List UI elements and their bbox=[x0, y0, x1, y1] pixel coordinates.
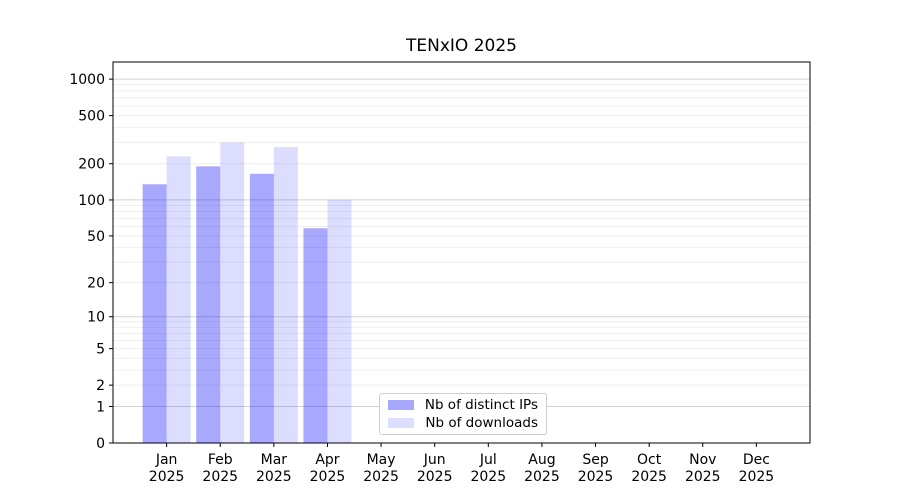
legend-item-distinct-ips: Nb of distinct IPs bbox=[388, 397, 538, 413]
x-axis-tick-label-month: Nov bbox=[689, 452, 716, 468]
bar-downloads-jan bbox=[166, 156, 191, 443]
y-axis-tick-label: 0 bbox=[96, 436, 105, 452]
x-axis-tick-label-month: May bbox=[367, 452, 396, 468]
bar-downloads-apr bbox=[327, 199, 352, 443]
x-axis-tick-label-year: 2025 bbox=[363, 469, 399, 485]
x-axis-tick-label-month: Apr bbox=[315, 452, 339, 468]
y-axis-tick-label: 2 bbox=[96, 378, 105, 394]
y-axis-tick-label: 5 bbox=[96, 342, 105, 358]
legend: Nb of distinct IPs Nb of downloads bbox=[379, 393, 547, 435]
bar-distinct-ips-apr bbox=[303, 228, 328, 443]
x-axis-tick-label-year: 2025 bbox=[470, 469, 506, 485]
x-axis-tick-label-year: 2025 bbox=[256, 469, 292, 485]
bar-distinct-ips-mar bbox=[249, 173, 274, 443]
chart-title: TENxIO 2025 bbox=[406, 36, 517, 56]
x-axis-tick-label-year: 2025 bbox=[685, 469, 721, 485]
x-axis-tick-label-year: 2025 bbox=[310, 469, 346, 485]
x-axis-tick-label-month: Dec bbox=[743, 452, 770, 468]
bar-distinct-ips-jan bbox=[142, 184, 167, 443]
bar-downloads-mar bbox=[273, 146, 298, 443]
legend-label-distinct-ips: Nb of distinct IPs bbox=[424, 397, 538, 414]
y-axis-tick-label: 200 bbox=[78, 157, 105, 173]
x-axis-tick-label-year: 2025 bbox=[417, 469, 453, 485]
y-axis-tick-label: 100 bbox=[78, 193, 105, 209]
x-axis-tick-label-month: Feb bbox=[208, 452, 233, 468]
x-axis-tick-label-month: Jun bbox=[423, 452, 446, 468]
x-axis-tick-label-month: Aug bbox=[528, 452, 555, 468]
x-axis-tick-label-year: 2025 bbox=[631, 469, 667, 485]
legend-swatch-distinct-ips-icon bbox=[388, 400, 414, 411]
y-axis-tick-label: 20 bbox=[87, 276, 105, 292]
x-axis-tick-label-month: Oct bbox=[637, 452, 662, 468]
x-axis-tick-label-year: 2025 bbox=[739, 469, 775, 485]
legend-label-downloads: Nb of downloads bbox=[425, 414, 538, 431]
x-axis-tick-label-month: Jan bbox=[155, 452, 178, 468]
y-axis-tick-label: 1000 bbox=[69, 72, 105, 88]
bar-distinct-ips-feb bbox=[196, 166, 221, 444]
bar-downloads-feb bbox=[220, 142, 245, 443]
x-axis-tick-label-year: 2025 bbox=[202, 469, 238, 485]
y-axis-tick-label: 50 bbox=[87, 229, 105, 245]
y-axis-tick-label: 1 bbox=[96, 399, 105, 415]
y-axis-tick-label: 10 bbox=[87, 310, 105, 326]
x-axis-tick-label-year: 2025 bbox=[149, 469, 185, 485]
x-axis-tick-label-month: Sep bbox=[582, 452, 609, 468]
plot-border bbox=[112, 61, 811, 444]
legend-item-downloads: Nb of downloads bbox=[388, 415, 538, 431]
x-axis-tick-label-month: Mar bbox=[261, 452, 288, 468]
legend-swatch-downloads-icon bbox=[388, 417, 415, 428]
x-axis-tick-label-month: Jul bbox=[479, 452, 497, 468]
x-axis-tick-label-year: 2025 bbox=[524, 469, 560, 485]
y-axis-tick-label: 500 bbox=[78, 109, 105, 125]
x-axis-tick-label-year: 2025 bbox=[578, 469, 614, 485]
